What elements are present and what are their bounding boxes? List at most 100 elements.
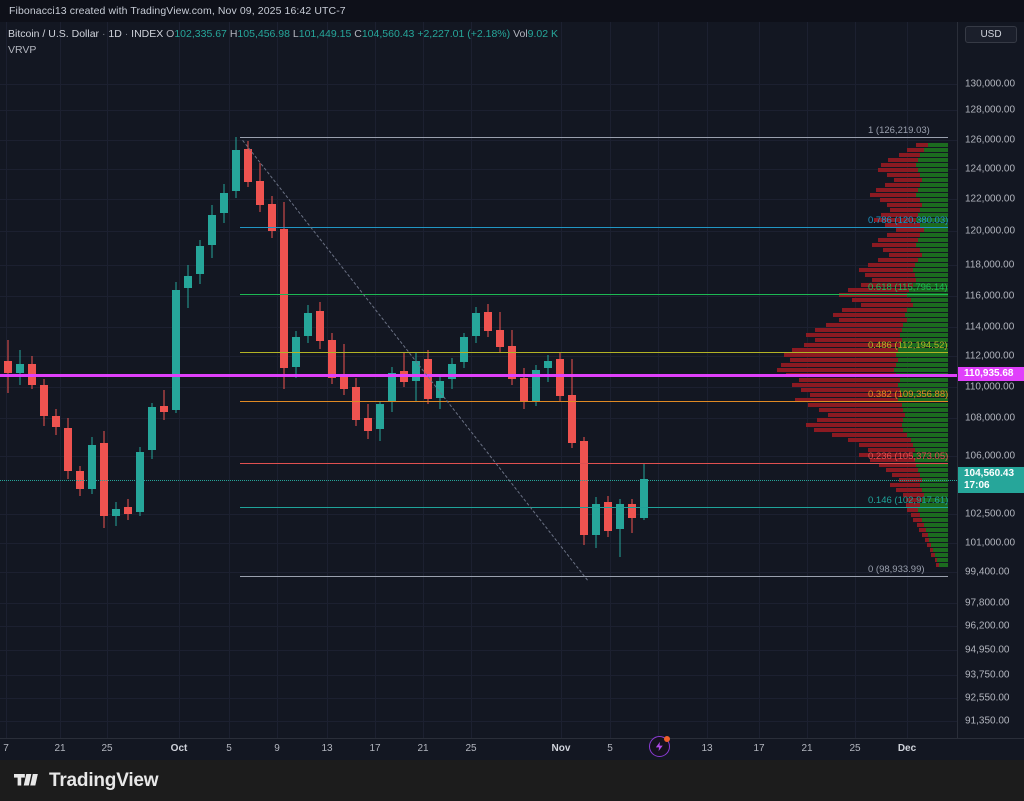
candlestick (40, 379, 48, 426)
volume-profile-buy-bar (918, 238, 948, 242)
volume-profile-buy-bar (927, 533, 948, 537)
candle-body (100, 442, 108, 516)
volume-profile-sell-bar (916, 523, 924, 527)
legend-indicator-vrvp[interactable]: VRVP (8, 44, 37, 56)
volume-profile-buy-bar (916, 163, 948, 167)
current-price-time: 17:06 (964, 480, 990, 491)
lightning-bolt-badge[interactable] (649, 736, 670, 757)
volume-profile-sell-bar (852, 298, 911, 302)
fib-level-line[interactable] (240, 463, 948, 464)
fib-level-line[interactable] (240, 294, 948, 295)
volume-profile-buy-bar (921, 253, 948, 257)
volume-profile-buy-bar (910, 298, 948, 302)
current-price-value: 104,560.43 (964, 468, 1015, 479)
volume-profile-row (798, 403, 948, 407)
gridline-vertical (759, 22, 760, 738)
volume-profile-row (798, 268, 948, 272)
candle-body (268, 203, 276, 231)
price-axis[interactable]: USD 130,000.00 128,000.00 126,000.00 124,00… (957, 22, 1024, 751)
candle-body (220, 193, 228, 214)
volume-profile-buy-bar (903, 408, 948, 412)
volume-profile-sell-bar (929, 548, 934, 552)
volume-profile-buy-bar (920, 173, 948, 177)
candlestick (64, 418, 72, 480)
volume-profile-row (798, 163, 948, 167)
candlestick (640, 464, 648, 520)
volume-profile-buy-bar (927, 143, 948, 147)
legend-symbol[interactable]: Bitcoin / U.S. Dollar (8, 28, 100, 40)
gridline-horizontal (0, 721, 957, 722)
price-tick-label: 108,000.00 (965, 412, 1016, 424)
price-tick-label: 130,000.00 (965, 78, 1016, 90)
candle-body (640, 479, 648, 518)
volume-profile-row (798, 408, 948, 412)
fib-level-line[interactable] (240, 227, 948, 228)
volume-profile-buy-bar (905, 313, 948, 317)
volume-profile-row (798, 248, 948, 252)
gridline-vertical (375, 22, 376, 738)
time-tick-label: 17 (369, 743, 381, 754)
volume-profile-buy-bar (916, 193, 948, 197)
volume-profile-row (798, 473, 948, 477)
chart-plot-area[interactable]: 1 (126,219.03) 0.786 (120,380.03) 0.618 (1… (0, 22, 957, 738)
volume-profile-sell-bar (869, 193, 917, 197)
candle-body (568, 394, 576, 443)
volume-profile-buy-bar (914, 273, 948, 277)
candlestick (544, 354, 552, 383)
candle-body (208, 214, 216, 245)
time-tick-label: 25 (465, 743, 477, 754)
price-tick-label: 96,200.00 (965, 620, 1010, 632)
volume-profile-buy-bar (903, 428, 948, 432)
price-tick-label: 126,000.00 (965, 134, 1016, 146)
candlestick (124, 499, 132, 520)
time-axis[interactable]: 72125Oct5913172125Nov5913172125Dec (0, 738, 1024, 760)
candle-body (424, 359, 432, 400)
fib-level-line[interactable] (240, 576, 948, 577)
gridline-horizontal (0, 265, 957, 266)
volume-profile-row (798, 208, 948, 212)
point-of-control-line[interactable] (0, 374, 957, 377)
gridline-horizontal (0, 231, 957, 232)
fib-level-label: 0.486 (112,194.52) (868, 340, 948, 351)
price-tick-label: 106,000.00 (965, 450, 1016, 462)
legend-high-value: 105,456.98 (237, 28, 290, 40)
volume-profile-buy-bar (918, 468, 948, 472)
candle-body (388, 373, 396, 403)
volume-profile-row (798, 258, 948, 262)
candle-body (328, 340, 336, 378)
volume-profile-sell-bar (931, 553, 935, 557)
candlestick (616, 499, 624, 558)
volume-profile-sell-bar (805, 423, 902, 427)
volume-profile-sell-bar (889, 253, 922, 257)
time-tick-label: 21 (801, 743, 813, 754)
fib-level-line[interactable] (240, 137, 948, 138)
volume-profile-row (798, 158, 948, 162)
time-tick-label: 5 (226, 743, 232, 754)
volume-profile-row (798, 468, 948, 472)
currency-badge[interactable]: USD (965, 26, 1017, 43)
volume-profile-row (798, 438, 948, 442)
fib-level-line[interactable] (240, 352, 948, 353)
fib-level-line[interactable] (240, 401, 948, 402)
candle-body (556, 359, 564, 397)
volume-profile-sell-bar (934, 558, 937, 562)
volume-profile-buy-bar (938, 563, 948, 567)
volume-profile-row (790, 358, 948, 362)
fib-level-label: 1 (126,219.03) (868, 125, 930, 136)
volume-profile-sell-bar (918, 528, 926, 532)
candlestick (244, 141, 252, 187)
poc-price-badge: 110,935.68 (958, 367, 1024, 381)
volume-profile-buy-bar (907, 433, 948, 437)
candlestick (424, 350, 432, 405)
candle-body (580, 440, 588, 536)
fib-level-line[interactable] (240, 507, 948, 508)
volume-profile-row (798, 538, 948, 542)
volume-profile-buy-bar (921, 518, 948, 522)
legend-close-key: C (354, 28, 362, 40)
gridline-vertical (60, 22, 61, 738)
price-tick-label: 124,000.00 (965, 163, 1016, 175)
gridline-horizontal (0, 110, 957, 111)
volume-profile-sell-bar (806, 333, 900, 337)
candlestick (520, 368, 528, 409)
legend-interval[interactable]: 1D (108, 28, 122, 40)
